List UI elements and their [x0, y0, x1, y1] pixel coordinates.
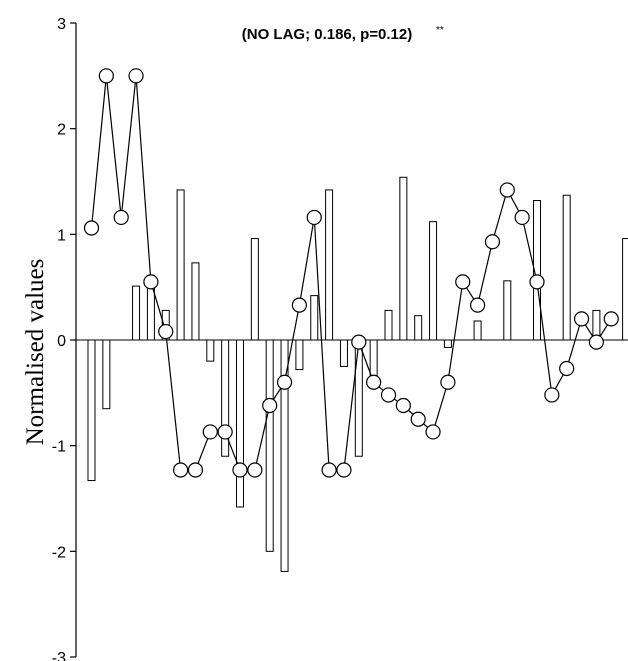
y-tick-label: 0 — [57, 333, 66, 350]
chart-title: (NO LAG; 0.186, p=0.12) — [242, 26, 412, 43]
line-point-marker — [366, 374, 382, 390]
line-point-marker — [470, 297, 486, 313]
line-point-marker — [202, 424, 218, 440]
series-line — [90, 75, 612, 471]
bar — [295, 339, 304, 371]
line-point-marker — [306, 209, 322, 226]
y-tick-label: -1 — [52, 439, 66, 456]
bar — [236, 339, 244, 508]
line-point-marker — [395, 397, 411, 414]
line-point-marker — [514, 209, 530, 226]
chart-title-superscript: ** — [436, 25, 444, 36]
bar — [503, 280, 512, 341]
bar — [310, 295, 319, 341]
line-point-marker — [544, 387, 560, 403]
line-point-marker — [217, 424, 233, 440]
bar — [191, 262, 200, 341]
line-point-marker — [603, 311, 619, 327]
bar — [622, 238, 628, 341]
bar — [414, 315, 423, 341]
bar — [384, 309, 393, 341]
line-point-marker — [588, 334, 605, 350]
y-tick-label: 2 — [57, 122, 66, 139]
bar — [280, 339, 289, 572]
bar — [473, 320, 482, 341]
line-point-marker — [98, 68, 114, 84]
bar — [399, 176, 408, 341]
line-point-marker — [276, 374, 293, 390]
y-ticks: -3 -2 -1 0 1 2 3 — [52, 16, 76, 661]
bar — [354, 339, 363, 457]
bar — [250, 238, 259, 341]
line-point-marker — [247, 462, 263, 478]
bar — [562, 194, 571, 341]
y-tick-label: 1 — [57, 227, 66, 244]
line-point-marker — [455, 274, 471, 290]
line-point-marker — [499, 182, 515, 198]
bar — [533, 200, 541, 341]
line-point-marker — [128, 68, 144, 84]
bar — [176, 189, 185, 341]
line-point-marker — [187, 462, 204, 478]
bar — [146, 285, 155, 341]
y-tick-label: -2 — [52, 544, 66, 561]
line-point-marker — [173, 462, 189, 478]
line-point-marker — [262, 397, 278, 414]
line-point-marker — [440, 374, 456, 390]
bar — [206, 339, 215, 362]
line-point-marker — [83, 220, 100, 236]
line-point-marker — [143, 274, 159, 290]
bar — [369, 339, 378, 379]
line-point-marker — [573, 311, 590, 327]
line-point-marker — [484, 234, 501, 250]
line-point-marker — [380, 387, 397, 403]
line-point-marker — [559, 360, 575, 377]
line-point-marker — [410, 411, 426, 427]
line-point-marker — [291, 297, 307, 313]
bar — [221, 339, 230, 457]
line-point-marker — [232, 462, 248, 478]
line-point-marker — [351, 334, 367, 350]
line-point-marker — [529, 274, 545, 290]
bar — [339, 339, 348, 367]
bar — [429, 221, 438, 341]
line-point-marker — [425, 424, 441, 440]
bar — [265, 339, 274, 552]
line-point-marker — [158, 323, 174, 340]
bar — [443, 339, 452, 348]
line-series — [83, 68, 619, 478]
bar-series — [87, 176, 628, 572]
y-tick-label: -3 — [52, 650, 66, 661]
line-point-marker — [321, 462, 337, 478]
y-axis-label: Normalised values — [22, 259, 49, 446]
bar — [87, 339, 96, 482]
bar — [325, 189, 334, 341]
line-point-marker — [113, 209, 129, 226]
line-point-marker — [336, 462, 352, 478]
y-tick-label: 3 — [57, 16, 66, 33]
bar — [102, 339, 111, 410]
bar — [132, 285, 141, 341]
